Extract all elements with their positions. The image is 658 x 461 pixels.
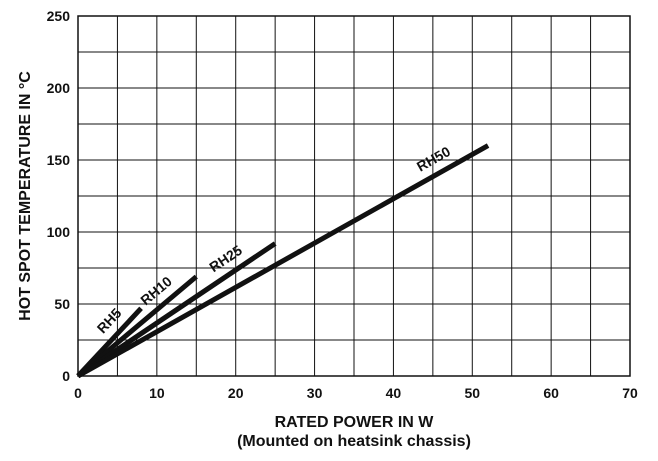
series-line-rh25 [76,241,277,379]
series-line-rh10 [76,274,198,378]
x-axis-title: RATED POWER IN W [275,414,435,431]
y-tick-label: 150 [47,152,71,168]
x-tick-label: 60 [543,385,559,401]
y-tick-label: 100 [47,224,71,240]
x-tick-label: 50 [464,385,480,401]
y-tick-label: 0 [62,368,70,384]
plot-frame [77,15,631,377]
y-tick-labels: 0 50 100 150 200 250 [47,8,71,384]
x-tick-label: 30 [307,385,323,401]
x-tick-label: 10 [149,385,165,401]
x-tick-label: 70 [622,385,638,401]
y-tick-label: 250 [47,8,71,24]
x-tick-label: 0 [74,385,82,401]
x-tick-label: 20 [228,385,244,401]
x-tick-label: 40 [386,385,402,401]
series-line-rh50 [76,143,490,379]
y-tick-label: 50 [54,296,70,312]
y-axis-title: HOT SPOT TEMPERATURE IN °C [17,71,34,321]
x-axis-subtitle: (Mounted on heatsink chassis) [237,433,471,450]
y-tick-label: 200 [47,80,71,96]
x-tick-labels: 0 10 20 30 40 50 60 70 [74,385,638,401]
grid [78,16,630,376]
series-lines [76,143,490,379]
